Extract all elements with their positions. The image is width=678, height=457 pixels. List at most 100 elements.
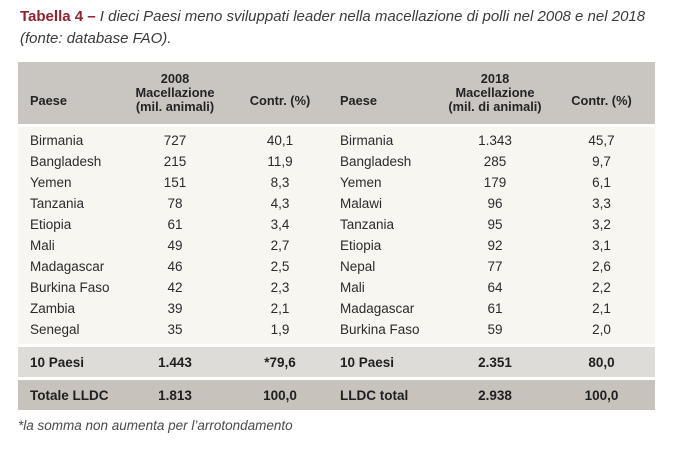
share-cell: 2,0 xyxy=(592,322,611,337)
subtotal-value-2008: 1.443 xyxy=(158,354,192,370)
subtotal-label-2008: 10 Paesi xyxy=(30,354,85,370)
value-cell: 285 xyxy=(483,154,507,169)
table-header: Paese 2008 Macellazione (mil. animali) C… xyxy=(18,62,655,124)
share-cell: 3,3 xyxy=(592,196,611,211)
subtotal-label-2018: 10 Paesi xyxy=(340,354,395,370)
country-cell: Yemen xyxy=(340,175,382,190)
total-value-2008: 1.813 xyxy=(158,387,192,403)
table-caption: Tabella 4 – I dieci Paesi meno sviluppat… xyxy=(20,6,662,50)
value-cell: 61 xyxy=(487,301,503,316)
header-country-2008: Paese xyxy=(30,93,68,108)
subtotal-row: 10 Paesi 1.443 *79,6 10 Paesi 2.351 80,0 xyxy=(18,347,655,377)
table-row: Madagascar 46 2,5 Nepal 77 2,6 xyxy=(18,256,655,277)
country-cell: Zambia xyxy=(30,301,76,316)
country-cell: Malawi xyxy=(340,196,383,211)
table-caption-label: Tabella 4 – xyxy=(20,8,100,25)
value-cell: 78 xyxy=(167,196,183,211)
table-row: Etiopia 61 3,4 Tanzania 95 3,2 xyxy=(18,214,655,235)
table-row: Mali 49 2,7 Etiopia 92 3,1 xyxy=(18,235,655,256)
table-row: Zambia 39 2,1 Madagascar 61 2,1 xyxy=(18,298,655,319)
country-cell: Burkina Faso xyxy=(30,280,110,295)
country-cell: Bangladesh xyxy=(340,154,412,169)
header-value-unit-2018: (mil. di animali) xyxy=(448,99,542,114)
share-cell: 40,1 xyxy=(266,133,294,148)
value-cell: 77 xyxy=(487,259,503,274)
value-cell: 59 xyxy=(487,322,503,337)
country-cell: Birmania xyxy=(340,133,394,148)
share-cell: 2,5 xyxy=(270,259,290,274)
country-cell: Yemen xyxy=(30,175,72,190)
value-cell: 151 xyxy=(163,175,187,190)
total-share-2008: 100,0 xyxy=(263,387,297,403)
share-cell: 9,7 xyxy=(592,154,611,169)
share-cell: 4,3 xyxy=(270,196,290,211)
country-cell: Madagascar xyxy=(340,301,415,316)
table-row: Yemen 151 8,3 Yemen 179 6,1 xyxy=(18,172,655,193)
value-cell: 49 xyxy=(167,238,183,253)
share-cell: 8,3 xyxy=(270,175,290,190)
table-body: Birmania 727 40,1 Birmania 1.343 45,7 Banglade… xyxy=(18,127,655,344)
value-cell: 1.343 xyxy=(478,133,512,148)
subtotal-value-2018: 2.351 xyxy=(478,354,512,370)
header-value-2018: 2018 Macellazione (mil. di animali) xyxy=(442,62,548,124)
country-cell: Etiopia xyxy=(340,238,382,253)
value-cell: 215 xyxy=(163,154,187,169)
value-cell: 92 xyxy=(487,238,503,253)
value-cell: 46 xyxy=(167,259,183,274)
subtotal-share-2008: *79,6 xyxy=(264,354,296,370)
header-country-2018: Paese xyxy=(340,93,378,108)
value-cell: 727 xyxy=(163,133,187,148)
table-row: Bangladesh 215 11,9 Bangladesh 285 9,7 xyxy=(18,151,655,172)
value-cell: 39 xyxy=(167,301,183,316)
header-value-2008: 2008 Macellazione (mil. animali) xyxy=(120,62,230,124)
header-value-label-2008: Macellazione xyxy=(135,85,215,100)
header-year-2008: 2008 xyxy=(160,71,190,86)
header-year-2018: 2018 xyxy=(480,71,510,86)
share-cell: 2,1 xyxy=(270,301,290,316)
header-value-label-2018: Macellazione xyxy=(455,85,535,100)
value-cell: 95 xyxy=(487,217,503,232)
subtotal-share-2018: 80,0 xyxy=(588,354,615,370)
share-cell: 2,7 xyxy=(270,238,290,253)
share-cell: 1,9 xyxy=(270,322,290,337)
country-cell: Madagascar xyxy=(30,259,105,274)
share-cell: 11,9 xyxy=(267,154,293,169)
total-value-2018: 2.938 xyxy=(478,387,512,403)
share-cell: 3,2 xyxy=(592,217,611,232)
share-cell: 3,1 xyxy=(592,238,611,253)
header-value-unit-2008: (mil. animali) xyxy=(135,99,215,114)
share-cell: 6,1 xyxy=(592,175,611,190)
share-cell: 2,6 xyxy=(592,259,611,274)
total-share-2018: 100,0 xyxy=(584,387,619,403)
country-cell: Bangladesh xyxy=(30,154,102,169)
table-row: Senegal 35 1,9 Burkina Faso 59 2,0 xyxy=(18,319,655,340)
country-cell: Nepal xyxy=(340,259,376,274)
share-cell: 2,1 xyxy=(592,301,611,316)
country-cell: Mali xyxy=(340,280,365,295)
data-table: Paese 2008 Macellazione (mil. animali) C… xyxy=(18,62,655,410)
value-cell: 64 xyxy=(487,280,503,295)
share-cell: 3,4 xyxy=(270,217,290,232)
table-row: Tanzania 78 4,3 Malawi 96 3,3 xyxy=(18,193,655,214)
country-cell: Senegal xyxy=(30,322,80,337)
share-cell: 45,7 xyxy=(588,133,615,148)
footnote: *la somma non aumenta per l’arrotondamen… xyxy=(18,418,293,433)
value-cell: 179 xyxy=(483,175,507,190)
value-cell: 96 xyxy=(487,196,503,211)
header-share-2018: Contr. (%) xyxy=(571,93,632,108)
table-row: Burkina Faso 42 2,3 Mali 64 2,2 xyxy=(18,277,655,298)
total-label-2008: Totale LLDC xyxy=(30,387,109,403)
country-cell: Birmania xyxy=(30,133,84,148)
total-row: Totale LLDC 1.813 100,0 LLDC total 2.938… xyxy=(18,380,655,410)
country-cell: Etiopia xyxy=(30,217,72,232)
country-cell: Tanzania xyxy=(340,217,395,232)
table-row: Birmania 727 40,1 Birmania 1.343 45,7 xyxy=(18,130,655,151)
share-cell: 2,3 xyxy=(270,280,290,295)
header-share-2008: Contr. (%) xyxy=(249,93,311,108)
country-cell: Mali xyxy=(30,238,55,253)
share-cell: 2,2 xyxy=(592,280,611,295)
value-cell: 61 xyxy=(167,217,183,232)
country-cell: Burkina Faso xyxy=(340,322,420,337)
value-cell: 35 xyxy=(167,322,183,337)
